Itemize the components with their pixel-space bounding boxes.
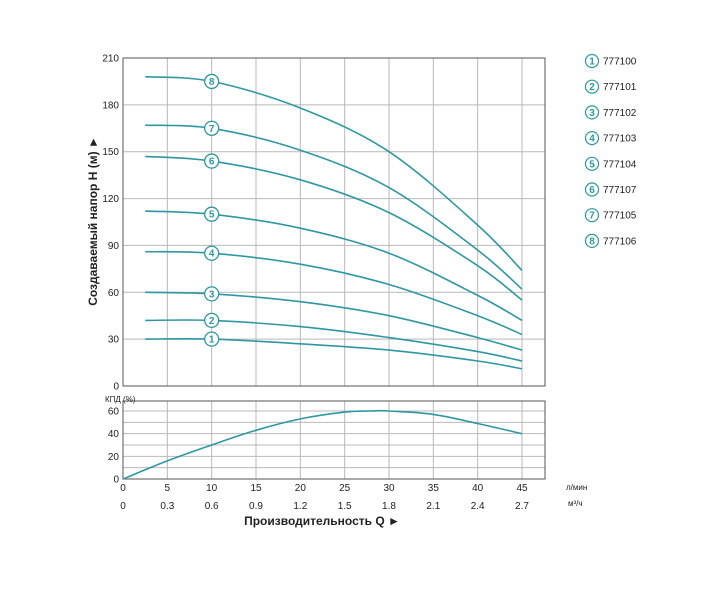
efficiency-y-tick-label: 40 [108, 429, 120, 440]
efficiency-curve [122, 409, 523, 480]
flow-tick-label-lpm: 5 [165, 483, 171, 494]
legend-marker-number: 2 [589, 82, 595, 93]
head-chart-frame [122, 57, 546, 387]
flow-tick-label-lpm: 40 [472, 483, 484, 494]
head-y-tick-label: 120 [102, 194, 119, 205]
head-curve-777105 [145, 124, 523, 290]
flow-tick-label-lpm: 35 [428, 483, 440, 494]
efficiency-chart-curve [122, 409, 523, 480]
flow-tick-label-m3h: 1.2 [293, 501, 307, 512]
head-y-tick-label: 90 [108, 241, 120, 252]
flow-tick-label-m3h: 0 [120, 501, 126, 512]
efficiency-y-tick-label: 20 [108, 452, 120, 463]
flow-tick-label-lpm: 45 [516, 483, 528, 494]
curve-marker-2 [204, 312, 220, 329]
legend-marker-5 [584, 156, 600, 171]
legend-marker-1 [584, 53, 600, 69]
curve-marker-label-2: 2 [209, 316, 215, 327]
head-y-tick-label: 30 [108, 335, 120, 346]
legend-item-label: 777101 [603, 82, 637, 93]
flow-tick-label-lpm: 30 [383, 483, 395, 494]
legend-item-label: 777104 [603, 159, 637, 170]
legend-item-label: 777107 [603, 185, 637, 196]
legend-item-label: 777106 [603, 236, 637, 247]
efficiency-chart-frame [122, 400, 546, 480]
flow-tick-label-lpm: 10 [206, 483, 218, 494]
curve-marker-8 [204, 73, 220, 90]
legend-item-label: 777102 [603, 108, 637, 119]
legend-marker-8 [584, 233, 600, 248]
curve-marker-7 [204, 120, 220, 136]
flow-tick-label-m3h: 0.3 [160, 501, 174, 512]
curve-marker-4 [204, 245, 220, 261]
curve-marker-label-3: 3 [209, 289, 215, 300]
efficiency-axis-title: КПД (%) [105, 395, 136, 404]
legend-marker-number: 3 [589, 108, 595, 119]
unit-label-m3h: м³/ч [568, 499, 583, 508]
flow-axis-labels: 0 0 5 0.3 10 0.6 15 0.9 20 1.2 25 1.5 30 1.8 35 2.1 40 2.… [120, 483, 529, 512]
head-curve-777104 [145, 210, 523, 322]
head-axis-title: Создаваемый напор H (м) ► [86, 136, 100, 306]
flow-tick-label-m3h: 1.5 [338, 501, 352, 512]
head-y-tick-label: 150 [102, 147, 119, 158]
legend-marker-6 [584, 182, 600, 197]
curve-marker-label-6: 6 [209, 157, 215, 168]
curve-marker-label-7: 7 [209, 124, 215, 135]
curve-marker-label-8: 8 [209, 77, 215, 88]
model-legend: 1 777100 2 777101 3 777102 4 777103 5 777104 6 7771… [584, 53, 637, 248]
legend-marker-number: 7 [589, 211, 595, 222]
flow-tick-label-m3h: 0.6 [205, 501, 219, 512]
flow-tick-label-m3h: 0.9 [249, 501, 263, 512]
unit-label-lpm: л/мин [566, 483, 587, 492]
legend-item-label: 777103 [603, 134, 637, 145]
legend-marker-number: 5 [589, 159, 595, 170]
curve-marker-label-5: 5 [209, 210, 215, 221]
flow-tick-label-lpm: 20 [295, 483, 307, 494]
legend-marker-number: 8 [589, 236, 595, 247]
head-y-tick-label: 60 [108, 288, 120, 299]
curve-marker-3 [204, 286, 220, 302]
curve-marker-5 [204, 206, 220, 222]
flow-tick-label-m3h: 2.7 [515, 501, 529, 512]
head-curve-777100 [145, 337, 523, 370]
efficiency-y-tick-label: 0 [113, 475, 119, 486]
flow-tick-label-lpm: 0 [120, 483, 126, 494]
curve-marker-label-1: 1 [209, 335, 215, 346]
flow-tick-label-lpm: 25 [339, 483, 351, 494]
flow-tick-label-m3h: 2.4 [471, 501, 485, 512]
legend-marker-3 [584, 105, 600, 120]
legend-marker-number: 1 [589, 57, 595, 68]
head-y-tick-label: 210 [102, 54, 119, 65]
curve-marker-6 [204, 153, 220, 169]
efficiency-y-tick-label: 60 [108, 407, 120, 418]
head-chart-grid: 0 30 60 90 120 150 180 210 [102, 54, 546, 393]
flow-tick-label-lpm: 15 [250, 483, 262, 494]
head-chart-markers: 1 2 3 4 5 6 7 8 [204, 73, 220, 347]
legend-item-label: 777105 [603, 211, 637, 222]
legend-marker-7 [584, 208, 600, 223]
head-y-tick-label: 0 [113, 382, 119, 393]
flow-tick-label-m3h: 1.8 [382, 501, 396, 512]
head-curve-777107 [145, 155, 523, 301]
legend-item-label: 777100 [603, 57, 637, 68]
legend-marker-4 [584, 131, 600, 146]
legend-marker-2 [584, 79, 600, 94]
legend-marker-number: 4 [589, 134, 595, 145]
head-curve-777101 [145, 319, 523, 362]
legend-marker-number: 6 [589, 185, 595, 196]
head-y-tick-label: 180 [102, 100, 119, 111]
curve-marker-1 [204, 331, 220, 347]
head-chart-curves [145, 75, 523, 370]
head-curve-777102 [145, 291, 523, 351]
flow-tick-label-m3h: 2.1 [426, 501, 440, 512]
flow-axis-title: Производительность Q ► [244, 514, 400, 528]
curve-marker-label-4: 4 [209, 249, 215, 260]
